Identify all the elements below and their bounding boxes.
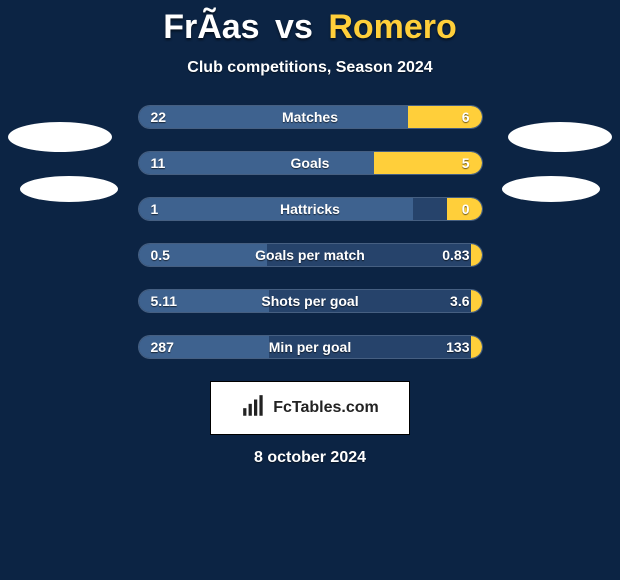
- stat-value-right: 133: [446, 336, 469, 358]
- player1-avatar-top: [8, 122, 112, 152]
- stat-label: Shots per goal: [139, 290, 482, 312]
- stat-value-right: 6: [462, 106, 470, 128]
- title-player1: FrÃ­as: [163, 8, 259, 46]
- title-vs: vs: [275, 8, 313, 46]
- stat-label: Hattricks: [139, 198, 482, 220]
- player2-avatar-top: [508, 122, 612, 152]
- stat-value-right: 3.6: [450, 290, 469, 312]
- date-text: 8 october 2024: [0, 449, 620, 467]
- stat-label: Goals per match: [139, 244, 482, 266]
- stat-row: 1Hattricks0: [138, 197, 483, 221]
- stat-row: 0.5Goals per match0.83: [138, 243, 483, 267]
- page-title: FrÃ­as vs Romero: [0, 0, 620, 47]
- subtitle: Club competitions, Season 2024: [0, 59, 620, 77]
- stats-container: 22Matches6 11Goals5 1Hattricks0 0.5Goals pe…: [138, 105, 483, 359]
- stat-label: Min per goal: [139, 336, 482, 358]
- stat-value-right: 5: [462, 152, 470, 174]
- stat-row: 22Matches6: [138, 105, 483, 129]
- stat-label: Goals: [139, 152, 482, 174]
- player1-avatar-bottom: [20, 176, 118, 202]
- title-player2: Romero: [328, 8, 456, 46]
- source-badge: FcTables.com: [210, 381, 410, 435]
- stat-row: 5.11Shots per goal3.6: [138, 289, 483, 313]
- badge-text: FcTables.com: [273, 399, 379, 417]
- stat-value-right: 0.83: [442, 244, 469, 266]
- player2-avatar-bottom: [502, 176, 600, 202]
- stat-row: 11Goals5: [138, 151, 483, 175]
- stat-row: 287Min per goal133: [138, 335, 483, 359]
- stat-value-right: 0: [462, 198, 470, 220]
- stat-label: Matches: [139, 106, 482, 128]
- bar-chart-icon: [241, 393, 267, 424]
